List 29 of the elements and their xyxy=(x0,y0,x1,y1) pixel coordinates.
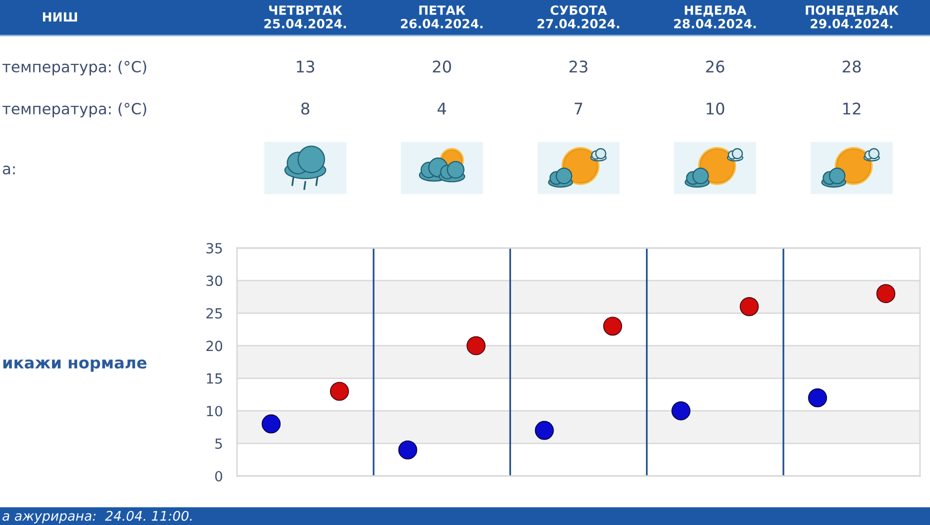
text: ПЕТАК 26.04.2024. xyxy=(400,6,483,28)
data-label: 12 xyxy=(843,102,860,114)
data-label: 8 xyxy=(301,102,310,115)
y-tick-label: 30 xyxy=(206,276,222,286)
y-tick-label: 35 xyxy=(206,242,222,254)
y-tick-label: 25 xyxy=(206,308,222,319)
data-label: 20 xyxy=(432,60,451,73)
data-label: 26 xyxy=(706,60,724,73)
data-label: 13 xyxy=(296,60,314,73)
text: ПОНЕДЕЉАК 29.04.2024. xyxy=(806,5,899,28)
data-label: 4 xyxy=(438,102,446,114)
y-tick-label: 20 xyxy=(206,340,222,352)
text: температура: (°C) xyxy=(2,102,146,118)
y-tick-label: 15 xyxy=(206,373,222,384)
data-label: 23 xyxy=(570,60,588,73)
y-tick-label: 0 xyxy=(215,470,222,482)
text: икажи нормале xyxy=(3,359,146,372)
y-tick-label: 5 xyxy=(215,438,222,449)
data-label: 28 xyxy=(842,60,861,73)
text: ЧЕТВРТАК 25.04.2024. xyxy=(264,6,346,28)
y-tick-label: 10 xyxy=(206,406,222,416)
text: НЕДЕЉА 28.04.2024. xyxy=(674,6,756,28)
text: температура: (°C) xyxy=(2,60,146,76)
data-label: 7 xyxy=(574,102,582,114)
text: а ажурирана: 24.04. 11:00. xyxy=(2,510,192,524)
text: а: xyxy=(2,166,15,174)
text: НИШ xyxy=(42,12,78,22)
data-label: 10 xyxy=(706,102,724,115)
text: СУБОТА 27.04.2024. xyxy=(538,5,620,28)
